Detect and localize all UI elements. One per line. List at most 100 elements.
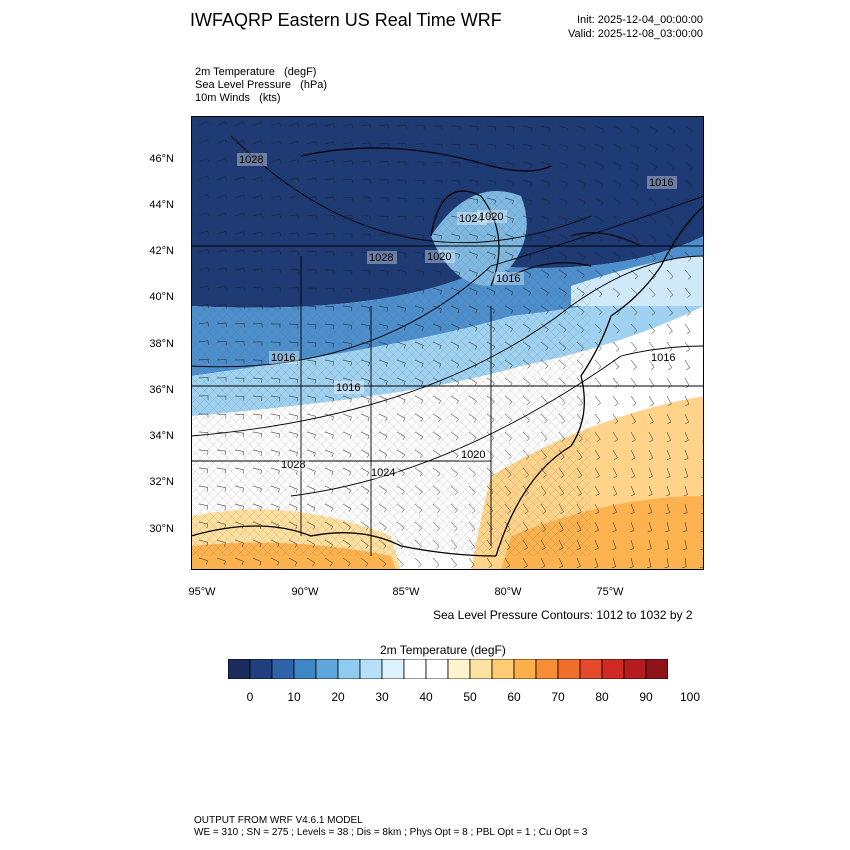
wind-barb [198, 212, 210, 217]
wind-barb [576, 359, 584, 370]
wind-barb [486, 233, 496, 241]
wind-barb [234, 268, 245, 273]
wind-barb [342, 142, 353, 147]
wind-barb [396, 233, 407, 240]
wind-barb [432, 251, 443, 259]
wind-barb [432, 377, 442, 386]
wind-barb [396, 449, 406, 459]
wind-barb [198, 521, 209, 528]
wind-barb [306, 413, 317, 421]
wind-barb [682, 557, 687, 568]
wind-barb [468, 269, 478, 277]
wind-barb [486, 341, 496, 351]
wind-barb [594, 467, 600, 479]
wind-barb [684, 197, 693, 208]
wind-barb [342, 178, 353, 183]
wind-barb [324, 123, 336, 128]
wind-barb [414, 431, 424, 441]
wind-barb [612, 197, 622, 207]
wind-barb [594, 377, 602, 388]
wind-barb [360, 287, 371, 294]
colorbar-swatch [249, 659, 273, 679]
wind-barb [396, 341, 406, 349]
wind-barb [450, 287, 460, 295]
wind-barb [234, 485, 244, 493]
lat-label: 30°N [149, 523, 174, 535]
wind-barb [378, 142, 389, 148]
pressure-label: 1028 [367, 251, 397, 264]
state-boundaries [191, 245, 704, 556]
wind-barb [630, 485, 635, 497]
wind-barb [216, 377, 227, 382]
wind-barb [252, 467, 263, 475]
wind-barb [612, 251, 621, 261]
wind-barb [396, 251, 407, 258]
wind-barb [468, 413, 477, 423]
wind-barb [630, 323, 638, 334]
wind-barb [270, 557, 280, 566]
wind-barb [324, 413, 334, 421]
wind-barb [522, 467, 530, 478]
wind-barb [288, 341, 299, 347]
colorbar-title: 2m Temperature (degF) [380, 643, 506, 657]
wind-barb [414, 215, 425, 222]
wind-barb [432, 323, 442, 332]
wind-barb [522, 161, 533, 169]
wind-barb [522, 323, 531, 333]
colorbar-swatch [623, 659, 647, 679]
wind-barb [252, 305, 263, 310]
model-config: WE = 310 ; SN = 275 ; Levels = 38 ; Dis … [194, 827, 588, 838]
wind-barb [666, 287, 674, 298]
wind-barb [594, 359, 602, 370]
wind-barb [234, 158, 246, 163]
wind-barb [558, 377, 566, 388]
svg-text:1020: 1020 [479, 211, 503, 223]
wind-barb [504, 395, 513, 405]
wind-barb [486, 323, 496, 333]
wind-barb [306, 449, 316, 457]
wind-barb [468, 323, 478, 332]
wind-barb [504, 359, 513, 369]
wind-barb [432, 395, 442, 405]
wind-barb [630, 521, 635, 533]
wind-barb [468, 251, 478, 259]
wind-barb [558, 557, 564, 569]
wind-barb [414, 305, 424, 313]
wind-barb [270, 359, 281, 365]
wind-barb [558, 287, 567, 297]
wind-barb [522, 359, 531, 369]
colorbar-label: 80 [595, 690, 609, 704]
wind-barb [432, 125, 443, 130]
colorbar-swatch [359, 659, 383, 679]
wind-barb [288, 395, 299, 402]
svg-text:1016: 1016 [649, 177, 673, 189]
wind-barb [216, 431, 227, 437]
wind-barb [342, 233, 353, 238]
wind-barb [558, 395, 566, 406]
wind-barb [324, 431, 334, 439]
wind-barb [558, 233, 568, 242]
wind-barb [360, 431, 370, 440]
wind-barb [216, 249, 228, 254]
wind-barb [486, 539, 493, 550]
wind-barb [504, 251, 514, 260]
wind-barb [288, 177, 299, 182]
wind-barb [558, 215, 568, 224]
lake-superior-shore [300, 147, 552, 172]
wind-barb [360, 142, 371, 147]
wind-barb [432, 539, 440, 550]
wind-barb [324, 287, 335, 293]
wind-barb [252, 539, 262, 548]
svg-text:1028: 1028 [239, 154, 263, 166]
wind-barb [576, 305, 585, 315]
wind-barb [432, 341, 442, 350]
wind-barb [522, 539, 529, 551]
wind-barb [684, 287, 691, 298]
wind-barb [216, 485, 227, 492]
colorbar-swatch [271, 659, 295, 679]
wind-barb [342, 485, 352, 494]
wind-barb [360, 503, 369, 513]
wind-barb [288, 503, 298, 512]
wind-barb [504, 323, 514, 333]
wind-barb [450, 197, 461, 204]
